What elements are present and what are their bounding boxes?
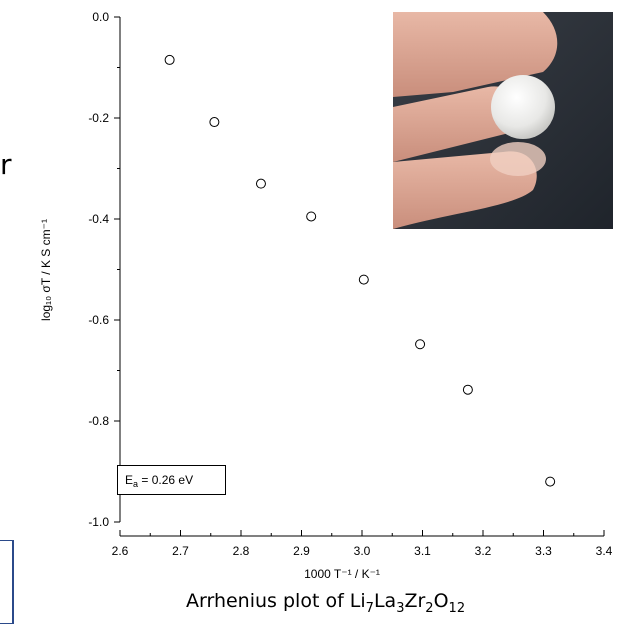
chart-caption: Arrhenius plot of Li7La3Zr2O12 xyxy=(186,590,465,616)
activation-energy-annotation: Ea = 0.26 eV xyxy=(117,465,226,495)
data-point xyxy=(164,54,175,65)
data-point xyxy=(255,178,266,189)
formula-element-2: Zr xyxy=(404,590,426,612)
x-tick-label: 2.7 xyxy=(172,544,189,558)
x-ticks: 2.6 2.7 2.8 2.9 3.0 3.1 3.2 3.3 3.4 xyxy=(112,530,613,558)
x-tick-label: 3.4 xyxy=(596,544,613,558)
y-tick-label: -0.2 xyxy=(88,111,109,125)
data-point xyxy=(358,274,369,285)
y-tick-label: -0.4 xyxy=(88,212,109,226)
formula-element-0: Li xyxy=(349,590,366,612)
formula-subscript-3: 12 xyxy=(448,601,466,616)
cropped-box-fragment xyxy=(0,540,14,624)
data-point xyxy=(462,384,473,395)
y-axis-label: log₁₀ σT / K S cm⁻¹ xyxy=(39,219,53,321)
caption-formula: Li7La3Zr2O12 xyxy=(349,590,465,616)
formula-subscript-0: 7 xyxy=(365,601,374,616)
x-tick-label: 3.0 xyxy=(354,544,371,558)
data-point xyxy=(306,211,317,222)
y-tick-label: -0.8 xyxy=(88,414,109,428)
formula-element-1: La xyxy=(373,590,397,612)
stray-text-fragment: r xyxy=(0,148,12,181)
y-tick-label: -1.0 xyxy=(88,515,109,529)
data-points xyxy=(164,54,556,487)
y-tick-label: -0.6 xyxy=(88,313,109,327)
x-axis-label: 1000 T⁻¹ / K⁻¹ xyxy=(304,567,380,581)
data-point xyxy=(209,117,220,128)
caption-prefix: Arrhenius plot of xyxy=(186,590,350,612)
formula-subscript-2: 2 xyxy=(425,601,434,616)
data-point xyxy=(415,339,426,350)
x-tick-label: 2.9 xyxy=(293,544,310,558)
x-tick-label: 3.2 xyxy=(475,544,492,558)
pellet-photo xyxy=(393,12,613,229)
y-ticks: 0.0 -0.2 -0.4 -0.6 -0.8 -1.0 xyxy=(88,10,120,529)
data-point xyxy=(545,476,556,487)
formula-element-3: O xyxy=(433,590,449,612)
x-tick-label: 3.3 xyxy=(535,544,552,558)
formula-subscript-1: 3 xyxy=(396,601,405,616)
y-tick-label: 0.0 xyxy=(92,10,109,24)
x-tick-label: 2.6 xyxy=(112,544,129,558)
x-tick-label: 2.8 xyxy=(233,544,250,558)
x-tick-label: 3.1 xyxy=(414,544,431,558)
